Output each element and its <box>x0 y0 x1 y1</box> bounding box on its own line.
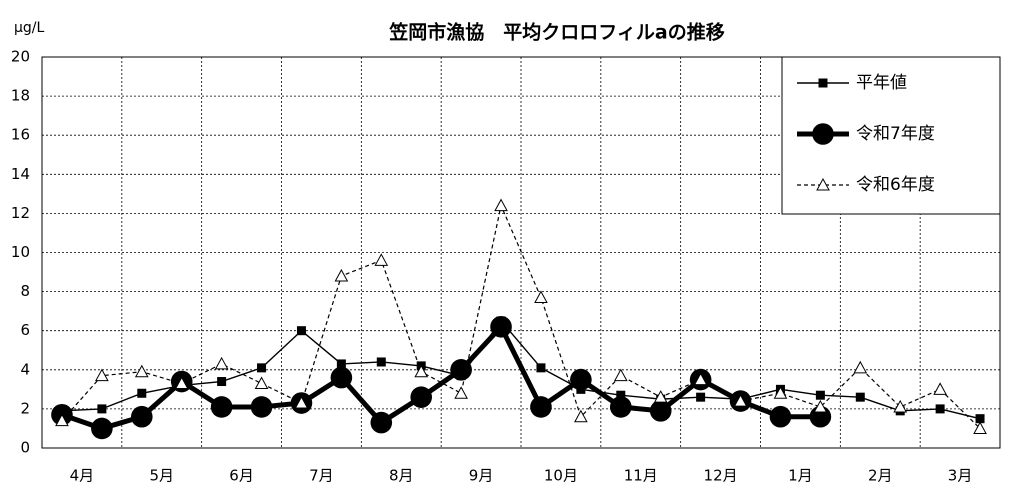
y-axis-label: μg/L <box>14 20 45 36</box>
series-line <box>61 320 981 420</box>
y-tick-label: 16 <box>11 126 30 144</box>
marker <box>490 315 512 338</box>
y-tick-label: 20 <box>11 48 30 66</box>
marker <box>217 377 227 387</box>
y-tick-label: 8 <box>20 282 30 300</box>
legend-label: 平年値 <box>856 73 907 93</box>
marker <box>95 368 109 382</box>
y-tick-label: 18 <box>11 87 30 105</box>
marker <box>649 400 672 422</box>
marker <box>933 382 947 395</box>
marker <box>137 388 147 398</box>
marker <box>91 417 113 440</box>
legend-label: 令和7年度 <box>856 124 935 144</box>
marker <box>530 396 552 418</box>
marker <box>813 399 828 413</box>
marker <box>294 395 309 409</box>
marker <box>214 356 229 370</box>
marker <box>296 326 306 336</box>
y-tick-label: 6 <box>20 321 30 339</box>
marker <box>769 405 792 428</box>
x-tick-label: 6月 <box>229 467 254 485</box>
chart-title: 笠岡市漁協 平均クロロフィルaの推移 <box>388 21 724 44</box>
x-tick-label: 12月 <box>704 467 738 485</box>
marker <box>534 290 548 303</box>
marker <box>454 386 468 399</box>
x-tick-label: 3月 <box>948 467 973 485</box>
y-tick-label: 10 <box>11 243 30 261</box>
y-tick-label: 4 <box>20 360 30 378</box>
x-tick-label: 2月 <box>868 467 893 485</box>
x-tick-label: 5月 <box>149 467 174 485</box>
marker <box>254 376 269 389</box>
legend-label: 令和6年度 <box>856 175 935 195</box>
x-tick-label: 4月 <box>70 467 95 485</box>
marker <box>376 357 386 367</box>
marker <box>174 376 189 389</box>
marker <box>55 413 69 427</box>
x-tick-label: 7月 <box>309 467 334 485</box>
marker <box>609 396 632 418</box>
marker <box>733 394 748 407</box>
x-tick-label: 9月 <box>469 467 494 485</box>
series-line <box>61 204 981 429</box>
marker <box>410 386 433 408</box>
marker <box>653 390 668 403</box>
marker <box>370 411 393 434</box>
marker <box>696 392 706 402</box>
marker <box>893 399 908 413</box>
y-tick-label: 0 <box>20 439 30 457</box>
marker <box>616 390 626 400</box>
marker <box>330 366 353 389</box>
x-tick-label: 10月 <box>544 467 578 485</box>
marker <box>210 396 233 418</box>
marker <box>97 404 107 414</box>
legend-marker <box>816 177 830 191</box>
marker <box>693 372 708 386</box>
legend-marker <box>818 78 828 88</box>
marker <box>374 253 389 266</box>
marker <box>815 390 825 400</box>
x-tick-label: 11月 <box>624 467 658 485</box>
marker <box>494 198 508 212</box>
marker <box>414 364 429 378</box>
marker <box>574 409 588 423</box>
marker <box>975 414 985 424</box>
marker <box>257 363 267 373</box>
marker <box>250 396 273 418</box>
y-tick-label: 14 <box>11 165 30 183</box>
marker <box>773 386 788 399</box>
marker <box>570 368 592 391</box>
marker <box>935 404 945 414</box>
marker <box>334 268 349 282</box>
marker <box>450 359 472 381</box>
marker <box>855 392 865 402</box>
y-tick-label: 2 <box>20 399 30 417</box>
x-tick-label: 8月 <box>389 467 414 485</box>
marker <box>613 368 628 382</box>
x-tick-label: 1月 <box>788 467 813 485</box>
marker <box>134 364 149 378</box>
marker <box>973 421 987 434</box>
marker <box>536 363 546 373</box>
marker <box>130 405 153 428</box>
y-tick-label: 12 <box>11 204 30 222</box>
legend-marker <box>812 123 834 145</box>
marker <box>853 360 868 374</box>
marker <box>336 359 346 369</box>
